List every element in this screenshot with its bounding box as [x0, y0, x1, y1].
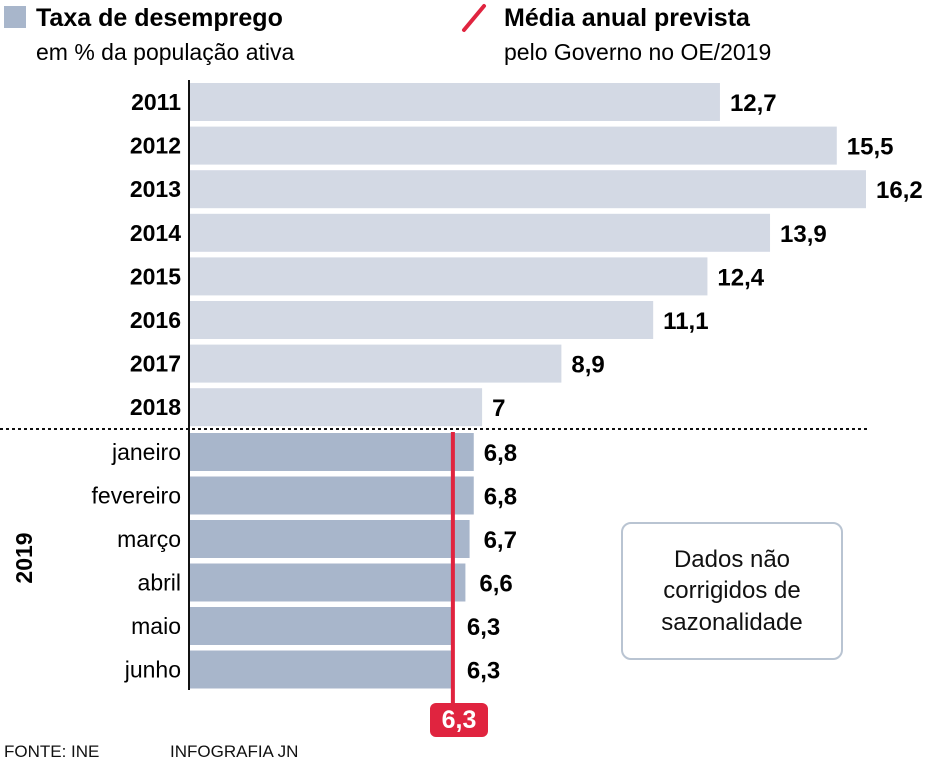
bar-2012: [190, 126, 837, 165]
bar-2014: [190, 213, 771, 252]
category-label-2013: 2013: [130, 176, 181, 202]
bar-2017: [190, 344, 562, 383]
value-label-janeiro: 6,8: [484, 440, 517, 467]
value-label-março: 6,7: [484, 527, 517, 554]
value-label-junho: 6,3: [467, 658, 500, 685]
bar-junho: [190, 650, 453, 689]
category-label-maio: maio: [131, 613, 181, 639]
bar-abril: [190, 563, 466, 602]
legend-target-subtitle: pelo Governo no OE/2019: [504, 39, 771, 65]
bars-layer: 2011 12,7 2012 15,5 2013 16,2 2014 13,9 2015 12,4…: [92, 83, 923, 689]
category-label-2012: 2012: [130, 133, 181, 159]
bar-fevereiro: [190, 476, 474, 515]
note-line-1: Dados não: [673, 546, 791, 574]
note-line-2: corrigidos de: [663, 577, 801, 605]
bar-março: [190, 520, 470, 558]
bar-2013: [190, 170, 866, 209]
category-label-2015: 2015: [130, 263, 181, 289]
legend-series-subtitle: em % da população ativa: [36, 39, 294, 65]
footer-credit: INFOGRAFIA JN: [170, 742, 299, 761]
value-label-abril: 6,6: [479, 571, 512, 598]
value-label-maio: 6,3: [467, 614, 500, 641]
value-label-fevereiro: 6,8: [484, 484, 517, 511]
value-label-2015: 12,4: [717, 264, 764, 291]
legend-target-line-icon: [462, 4, 486, 32]
value-label-2014: 13,9: [780, 221, 827, 248]
category-label-2014: 2014: [130, 220, 181, 246]
category-label-janeiro: janeiro: [111, 439, 181, 465]
category-label-fevereiro: fevereiro: [92, 483, 181, 509]
value-label-2016: 11,1: [663, 308, 708, 335]
category-label-março: março: [117, 526, 181, 552]
category-label-2018: 2018: [130, 394, 181, 420]
value-label-2017: 8,9: [571, 352, 604, 379]
category-label-junho: junho: [124, 657, 181, 683]
value-label-2018: 7: [492, 395, 505, 422]
bar-maio: [190, 607, 453, 645]
bar-janeiro: [190, 433, 474, 471]
note-line-3: sazonalidade: [661, 608, 803, 636]
category-label-2017: 2017: [130, 351, 181, 377]
value-label-2012: 15,5: [847, 134, 894, 161]
legend-series-title: Taxa de desemprego: [36, 4, 283, 32]
value-label-2013: 16,2: [876, 177, 923, 204]
category-label-2011: 2011: [131, 89, 181, 115]
footer-source: FONTE: INE: [4, 742, 100, 761]
note-box: Dados não corrigidos de sazonalidade: [621, 522, 843, 660]
bar-2015: [190, 257, 708, 296]
legend-target-title: Média anual prevista: [504, 4, 751, 32]
category-label-2016: 2016: [130, 307, 181, 333]
target-value-badge: 6,3: [430, 703, 488, 737]
bar-2011: [190, 83, 720, 121]
bar-2016: [190, 301, 654, 339]
year-group-label: 2019: [11, 532, 37, 583]
category-label-abril: abril: [138, 570, 181, 596]
bar-2018: [190, 388, 483, 427]
legend-swatch-unemployment: [4, 6, 26, 28]
value-label-2011: 12,7: [730, 90, 777, 117]
